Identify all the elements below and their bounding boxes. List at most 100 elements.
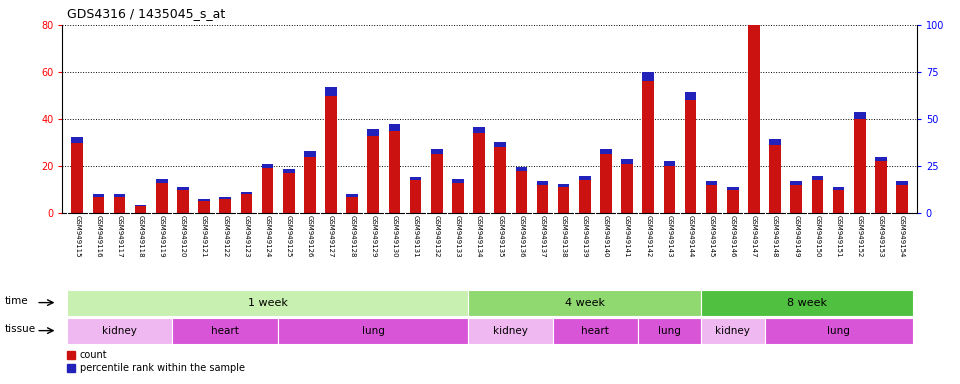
Text: GSM949143: GSM949143	[666, 215, 672, 258]
Bar	[853, 119, 866, 213]
Bar	[600, 149, 612, 154]
Text: GSM949153: GSM949153	[877, 215, 884, 258]
Bar	[452, 182, 464, 213]
Text: GSM949126: GSM949126	[307, 215, 313, 258]
Text: GSM949140: GSM949140	[603, 215, 609, 258]
Bar	[811, 180, 824, 213]
Text: GSM949149: GSM949149	[793, 215, 800, 258]
Bar	[600, 154, 612, 213]
Text: GSM949120: GSM949120	[180, 215, 186, 258]
Text: GSM949144: GSM949144	[687, 215, 693, 258]
Text: GSM949139: GSM949139	[582, 215, 588, 258]
Bar	[875, 161, 887, 213]
Bar	[494, 142, 506, 147]
Text: kidney: kidney	[102, 326, 137, 336]
Bar	[853, 112, 866, 119]
Text: GSM949128: GSM949128	[349, 215, 355, 258]
Bar	[516, 171, 527, 213]
Bar	[897, 185, 908, 213]
Bar	[156, 179, 168, 182]
Text: GSM949142: GSM949142	[645, 215, 651, 258]
Bar	[642, 73, 654, 81]
Bar	[727, 190, 738, 213]
Text: GSM949130: GSM949130	[392, 215, 397, 258]
Bar	[701, 318, 764, 344]
Text: GSM949115: GSM949115	[74, 215, 81, 258]
Text: GSM949138: GSM949138	[561, 215, 566, 258]
Bar	[764, 318, 913, 344]
Text: GSM949117: GSM949117	[116, 215, 123, 258]
Bar	[278, 318, 468, 344]
Text: 1 week: 1 week	[248, 298, 287, 308]
Bar	[790, 181, 802, 185]
Text: GSM949132: GSM949132	[434, 215, 440, 258]
Text: GSM949134: GSM949134	[476, 215, 482, 258]
Text: GSM949147: GSM949147	[751, 215, 756, 258]
Bar	[178, 187, 189, 190]
Text: 8 week: 8 week	[787, 298, 827, 308]
Bar	[832, 190, 845, 213]
Bar	[304, 157, 316, 213]
Bar	[156, 182, 168, 213]
Bar	[748, 25, 759, 213]
Bar	[71, 137, 83, 142]
Bar	[220, 197, 231, 199]
Text: time: time	[5, 296, 29, 306]
Bar	[92, 194, 105, 197]
Bar	[579, 176, 590, 180]
Text: GSM949150: GSM949150	[814, 215, 821, 258]
Bar	[262, 169, 274, 213]
Bar	[621, 164, 633, 213]
Bar	[637, 318, 701, 344]
Bar	[241, 194, 252, 213]
Bar	[241, 192, 252, 194]
Bar	[811, 176, 824, 180]
Bar	[325, 87, 337, 96]
Text: GSM949119: GSM949119	[158, 215, 165, 258]
Bar	[579, 180, 590, 213]
Bar	[173, 318, 278, 344]
Text: GSM949133: GSM949133	[455, 215, 461, 258]
Bar	[410, 180, 421, 213]
Bar	[410, 177, 421, 180]
Text: heart: heart	[582, 326, 610, 336]
Bar	[92, 197, 105, 213]
Text: GSM949123: GSM949123	[244, 215, 250, 258]
Bar	[389, 131, 400, 213]
Bar	[684, 100, 696, 213]
Bar	[283, 169, 295, 173]
Bar	[283, 173, 295, 213]
Text: GSM949125: GSM949125	[286, 215, 292, 258]
Text: GSM949131: GSM949131	[413, 215, 419, 258]
Bar	[199, 201, 210, 213]
Bar	[304, 152, 316, 157]
Bar	[537, 181, 548, 185]
Text: GSM949151: GSM949151	[835, 215, 842, 258]
Text: GSM949152: GSM949152	[856, 215, 863, 258]
Text: GSM949121: GSM949121	[201, 215, 207, 258]
Bar	[389, 124, 400, 131]
Bar	[134, 206, 147, 213]
Text: lung: lung	[828, 326, 850, 336]
Text: GSM949135: GSM949135	[497, 215, 503, 258]
Bar	[875, 157, 887, 161]
Text: GSM949118: GSM949118	[137, 215, 144, 258]
Bar	[790, 185, 802, 213]
Text: GSM949136: GSM949136	[518, 215, 524, 258]
Text: GSM949148: GSM949148	[772, 215, 779, 258]
Bar	[66, 318, 173, 344]
Bar	[558, 187, 569, 213]
Text: lung: lung	[658, 326, 681, 336]
Text: GDS4316 / 1435045_s_at: GDS4316 / 1435045_s_at	[67, 7, 226, 20]
Text: GSM949141: GSM949141	[624, 215, 630, 258]
Bar	[832, 187, 845, 190]
Bar	[325, 96, 337, 213]
Text: tissue: tissue	[5, 324, 36, 334]
Bar	[621, 159, 633, 164]
Bar	[113, 197, 126, 213]
Bar	[66, 290, 468, 316]
Bar	[178, 190, 189, 213]
Bar	[769, 145, 780, 213]
Bar	[516, 167, 527, 171]
Bar	[220, 199, 231, 213]
